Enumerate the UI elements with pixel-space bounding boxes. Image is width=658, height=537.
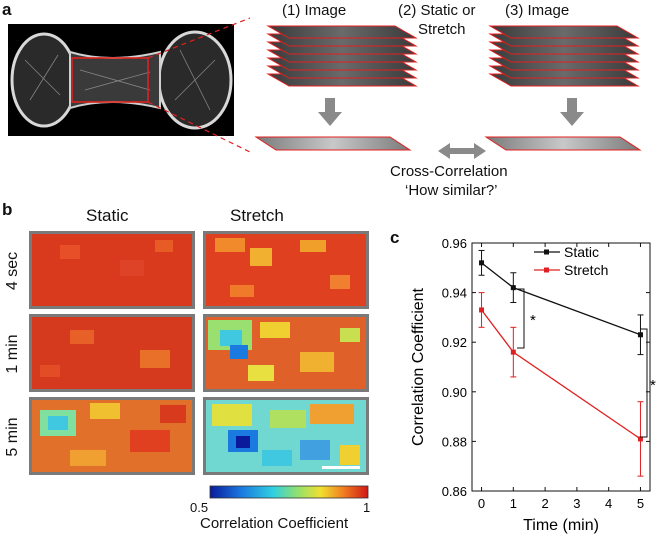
y-tick-label: 0.94 xyxy=(442,286,467,301)
legend: Static Stretch xyxy=(534,244,608,278)
panel-a-figure xyxy=(8,17,642,159)
significance-star: * xyxy=(650,377,656,394)
heatmap-grid xyxy=(29,231,369,499)
x-tick-label: 5 xyxy=(637,496,644,511)
significance-bracket xyxy=(517,288,648,438)
colorbar-max-label: 1 xyxy=(363,500,371,515)
x-tick-label: 4 xyxy=(605,496,612,511)
x-tick-label: 1 xyxy=(510,496,517,511)
panel-a-letter: a xyxy=(2,0,12,19)
step-3-label: (3) Image xyxy=(505,2,570,19)
image-stack-1 xyxy=(266,25,418,87)
data-point xyxy=(510,349,516,355)
heatmap-static-1min xyxy=(29,314,195,392)
down-arrow-icon xyxy=(318,98,342,126)
column-header-static: Static xyxy=(86,206,129,225)
x-tick-label: 0 xyxy=(478,496,485,511)
zoom-lines xyxy=(147,17,251,153)
data-point xyxy=(510,285,516,291)
heatmap-stretch-5min xyxy=(203,397,369,475)
y-tick-label: 0.96 xyxy=(442,236,467,251)
projection-1 xyxy=(254,136,412,151)
y-axis-label: Correlation Coefficient xyxy=(410,287,427,446)
heatmap-static-4sec xyxy=(29,231,195,309)
data-point xyxy=(479,260,485,266)
cross-correlation-label: Cross-Correlation xyxy=(390,163,508,180)
y-tick-label: 0.88 xyxy=(442,434,467,449)
y-tick-label: 0.92 xyxy=(442,335,467,350)
projection-2 xyxy=(484,136,642,151)
image-stack-2 xyxy=(488,25,640,87)
panel-b-letter: b xyxy=(2,200,13,219)
heatmap-stretch-1min xyxy=(203,314,369,392)
panel-c-letter: c xyxy=(390,228,400,247)
data-point xyxy=(637,436,643,442)
data-point xyxy=(479,307,485,313)
y-tick-label: 0.90 xyxy=(442,385,467,400)
series-line-stretch xyxy=(481,309,641,440)
microscopy-image xyxy=(8,24,234,136)
data-point xyxy=(637,332,643,338)
colorbar-min-label: 0.5 xyxy=(190,500,209,515)
plot-frame xyxy=(471,242,651,492)
x-tick-label: 3 xyxy=(573,496,580,511)
double-arrow-icon xyxy=(438,143,486,159)
legend-label-static: Static xyxy=(564,244,599,260)
heatmap-static-5min xyxy=(29,397,195,475)
colorbar xyxy=(209,485,369,499)
step-2-label-line2: Stretch xyxy=(418,21,466,38)
significance-star: * xyxy=(530,312,536,329)
down-arrow-icon xyxy=(560,98,584,126)
roi-box xyxy=(71,57,149,103)
column-header-stretch: Stretch xyxy=(230,206,284,225)
heatmap-stretch-4sec xyxy=(203,231,369,309)
colorbar-title: Correlation Coefficient xyxy=(200,515,349,532)
x-axis-label: Time (min) xyxy=(523,517,599,534)
step-1-label: (1) Image xyxy=(282,2,347,19)
how-similar-label: ‘How similar?’ xyxy=(405,182,498,199)
step-2-label-line1: (2) Static or xyxy=(398,2,476,19)
x-tick-label: 2 xyxy=(541,496,548,511)
scale-bar xyxy=(322,466,360,469)
y-tick-label: 0.86 xyxy=(442,484,467,499)
legend-label-stretch: Stretch xyxy=(564,262,608,278)
series-line-static xyxy=(481,262,641,336)
